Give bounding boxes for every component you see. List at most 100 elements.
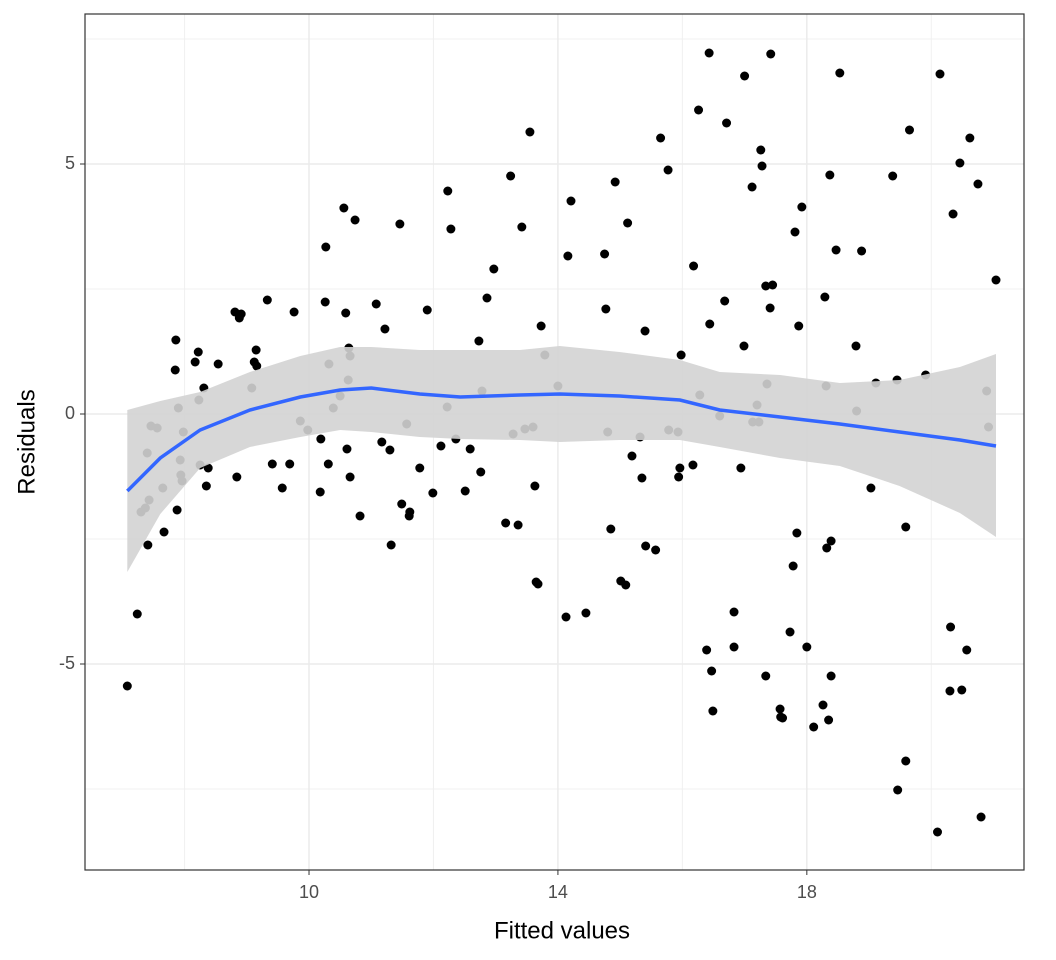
point bbox=[339, 203, 349, 213]
x-tick-label: 14 bbox=[548, 882, 568, 902]
point bbox=[976, 812, 986, 822]
point bbox=[825, 170, 835, 180]
point bbox=[957, 685, 967, 695]
point bbox=[345, 472, 355, 482]
point bbox=[465, 444, 475, 454]
point bbox=[663, 165, 673, 175]
point bbox=[476, 467, 486, 477]
point bbox=[785, 627, 795, 637]
point bbox=[350, 215, 360, 225]
point bbox=[640, 326, 650, 336]
point bbox=[747, 182, 757, 192]
point bbox=[818, 700, 828, 710]
point bbox=[641, 541, 651, 551]
point bbox=[525, 127, 535, 137]
point bbox=[962, 645, 972, 655]
point bbox=[285, 459, 295, 469]
point bbox=[397, 499, 407, 509]
point bbox=[213, 359, 223, 369]
point bbox=[761, 281, 771, 291]
point bbox=[236, 309, 246, 319]
point bbox=[501, 518, 511, 528]
point bbox=[651, 545, 661, 555]
point bbox=[513, 520, 523, 530]
point bbox=[172, 505, 182, 515]
point bbox=[739, 341, 749, 351]
point bbox=[122, 681, 132, 691]
point bbox=[262, 295, 272, 305]
point bbox=[955, 158, 965, 168]
point bbox=[708, 706, 718, 716]
point bbox=[581, 608, 591, 618]
point bbox=[768, 280, 778, 290]
point bbox=[888, 171, 898, 181]
point bbox=[323, 459, 333, 469]
point bbox=[729, 607, 739, 617]
point bbox=[377, 437, 387, 447]
point bbox=[736, 463, 746, 473]
point bbox=[722, 118, 732, 128]
point bbox=[778, 713, 788, 723]
point bbox=[460, 486, 470, 496]
point bbox=[946, 622, 956, 632]
point bbox=[794, 321, 804, 331]
y-tick-label: 0 bbox=[65, 403, 75, 423]
point bbox=[729, 642, 739, 652]
point bbox=[533, 579, 543, 589]
point bbox=[132, 609, 142, 619]
point bbox=[756, 145, 766, 155]
point bbox=[446, 224, 456, 234]
point bbox=[530, 481, 540, 491]
point bbox=[561, 612, 571, 622]
point bbox=[792, 528, 802, 538]
point bbox=[143, 540, 153, 550]
point bbox=[694, 105, 704, 115]
point bbox=[422, 305, 432, 315]
point bbox=[933, 827, 943, 837]
point bbox=[720, 296, 730, 306]
point bbox=[674, 472, 684, 482]
y-axis-title: Residuals bbox=[13, 389, 40, 494]
point bbox=[627, 451, 637, 461]
point bbox=[405, 507, 415, 517]
point bbox=[355, 511, 365, 521]
point bbox=[905, 125, 915, 135]
point bbox=[277, 483, 287, 493]
x-tick-label: 18 bbox=[797, 882, 817, 902]
point bbox=[766, 49, 776, 59]
point bbox=[965, 133, 975, 143]
point bbox=[973, 179, 983, 189]
point bbox=[190, 357, 200, 367]
point bbox=[415, 463, 425, 473]
point bbox=[159, 527, 169, 537]
point bbox=[601, 304, 611, 314]
point bbox=[901, 756, 911, 766]
point bbox=[600, 249, 610, 259]
point bbox=[705, 319, 715, 329]
point bbox=[443, 186, 453, 196]
point bbox=[621, 580, 631, 590]
point bbox=[820, 292, 830, 302]
point bbox=[826, 671, 836, 681]
point bbox=[656, 133, 666, 143]
y-tick-label: -5 bbox=[59, 653, 75, 673]
point bbox=[566, 196, 576, 206]
point bbox=[623, 218, 633, 228]
smooth-line bbox=[126, 386, 997, 493]
point bbox=[637, 473, 647, 483]
point bbox=[765, 303, 775, 313]
point bbox=[342, 444, 352, 454]
point bbox=[252, 361, 262, 371]
confidence-band bbox=[127, 346, 996, 572]
point bbox=[536, 321, 546, 331]
point bbox=[991, 275, 1001, 285]
point bbox=[267, 459, 277, 469]
point bbox=[824, 715, 834, 725]
point bbox=[935, 69, 945, 79]
point bbox=[802, 642, 812, 652]
point bbox=[385, 445, 395, 455]
point bbox=[866, 483, 876, 493]
point bbox=[506, 171, 516, 181]
